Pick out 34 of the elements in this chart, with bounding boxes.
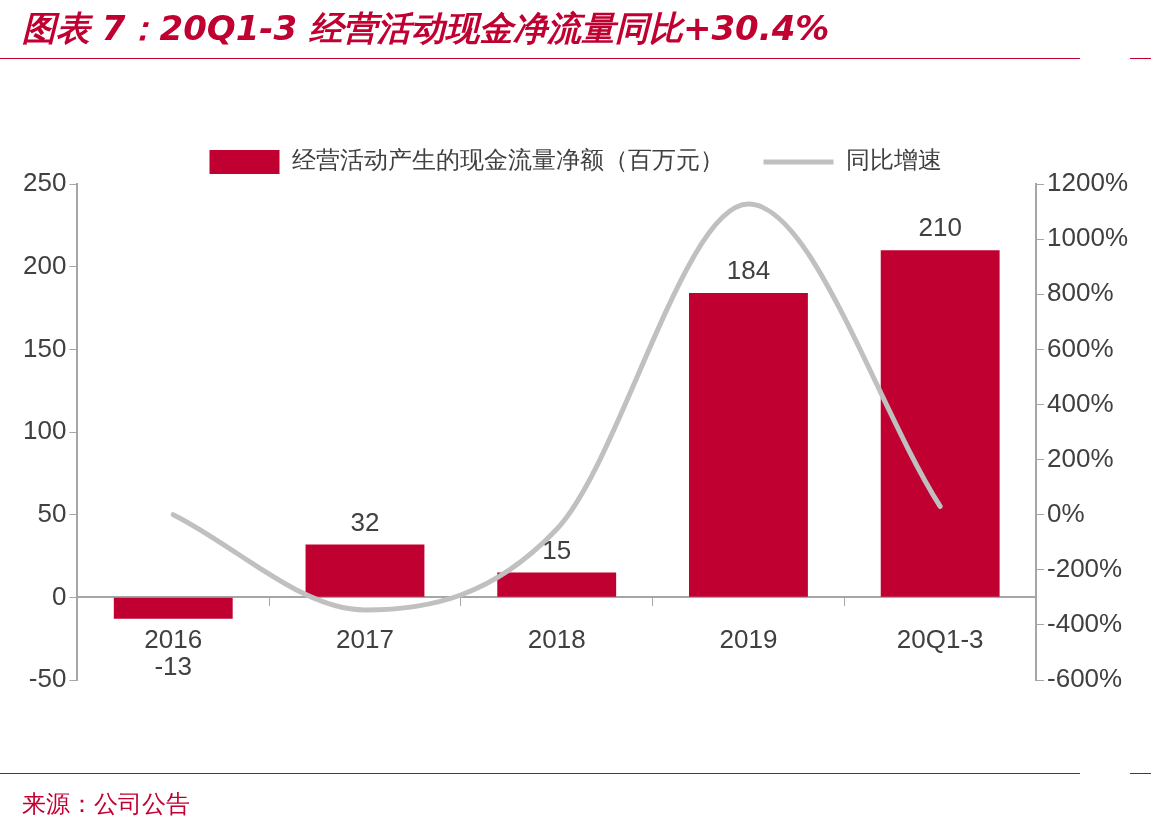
y-tick-label: 250 xyxy=(22,167,67,198)
bar xyxy=(689,293,808,597)
x-tick-label: 2017 xyxy=(336,624,394,655)
bar xyxy=(880,250,1000,597)
data-label: 210 xyxy=(918,212,962,243)
y-tick-label: -50 xyxy=(28,663,67,694)
y2-tick-label: 600% xyxy=(1047,332,1114,363)
y2-tick-label: 400% xyxy=(1047,387,1114,418)
data-label: 184 xyxy=(726,255,771,286)
y2-tick-label: -200% xyxy=(1047,552,1123,583)
bar xyxy=(497,572,617,597)
y-tick-label: 0 xyxy=(51,580,67,611)
x-tick-label: 2018 xyxy=(527,624,586,655)
y-tick-label: 100 xyxy=(22,415,67,446)
x-tick-label: 2019 xyxy=(719,624,778,655)
y2-tick-label: -600% xyxy=(1047,663,1123,694)
y2-tick-label: 1200% xyxy=(1047,167,1129,198)
chart-title: 图表 7：20Q1-3 经营活动现金净流量同比+30.4% xyxy=(22,7,830,50)
y-tick-label: 50 xyxy=(37,497,67,528)
y-tick-label: 200 xyxy=(22,249,67,280)
x-tick-label: 20Q1-3 xyxy=(896,624,984,655)
bar xyxy=(305,544,425,597)
data-label: 15 xyxy=(542,534,572,565)
y2-tick-label: 0% xyxy=(1047,497,1085,528)
y2-tick-label: 800% xyxy=(1047,277,1114,308)
legend-label: 同比增速 xyxy=(845,146,942,175)
legend-label: 经营活动产生的现金流量净额（百万元） xyxy=(291,146,724,175)
y-tick-label: 150 xyxy=(22,332,67,363)
y2-tick-label: 1000% xyxy=(1047,222,1129,253)
y2-tick-label: 200% xyxy=(1047,442,1114,473)
source-note: 来源：公司公告 xyxy=(22,789,190,820)
bar xyxy=(113,597,233,619)
data-label: 32 xyxy=(350,506,380,537)
y2-tick-label: -400% xyxy=(1047,608,1123,639)
